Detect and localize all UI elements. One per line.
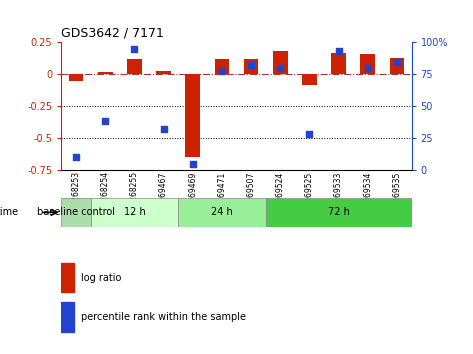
- Bar: [61, 263, 74, 292]
- Bar: [390, 58, 404, 74]
- Bar: [61, 302, 74, 332]
- Point: [131, 46, 138, 52]
- Point: [335, 48, 342, 54]
- Point: [189, 161, 197, 166]
- Bar: [69, 74, 83, 81]
- Bar: [178, 198, 266, 227]
- Text: GDS3642 / 7171: GDS3642 / 7171: [61, 27, 164, 40]
- Text: 72 h: 72 h: [328, 207, 350, 217]
- Text: 24 h: 24 h: [211, 207, 233, 217]
- Text: baseline control: baseline control: [37, 207, 115, 217]
- Text: log ratio: log ratio: [81, 273, 121, 282]
- Point: [218, 68, 226, 73]
- Bar: [273, 51, 288, 74]
- Point: [306, 131, 313, 137]
- Bar: [98, 72, 113, 74]
- Bar: [331, 53, 346, 74]
- Bar: [302, 74, 317, 85]
- Text: 12 h: 12 h: [123, 207, 145, 217]
- Bar: [360, 54, 375, 74]
- Point: [364, 65, 372, 71]
- Text: time: time: [0, 207, 19, 217]
- Point: [72, 154, 80, 160]
- Point: [276, 65, 284, 71]
- Bar: [91, 198, 178, 227]
- Text: percentile rank within the sample: percentile rank within the sample: [81, 312, 246, 322]
- Bar: [215, 59, 229, 74]
- Bar: [127, 59, 142, 74]
- Bar: [61, 198, 91, 227]
- Bar: [244, 59, 258, 74]
- Point: [247, 63, 255, 68]
- Point: [393, 59, 401, 64]
- Bar: [266, 198, 412, 227]
- Bar: [156, 70, 171, 74]
- Point: [101, 119, 109, 124]
- Bar: [185, 74, 200, 157]
- Point: [160, 126, 167, 132]
